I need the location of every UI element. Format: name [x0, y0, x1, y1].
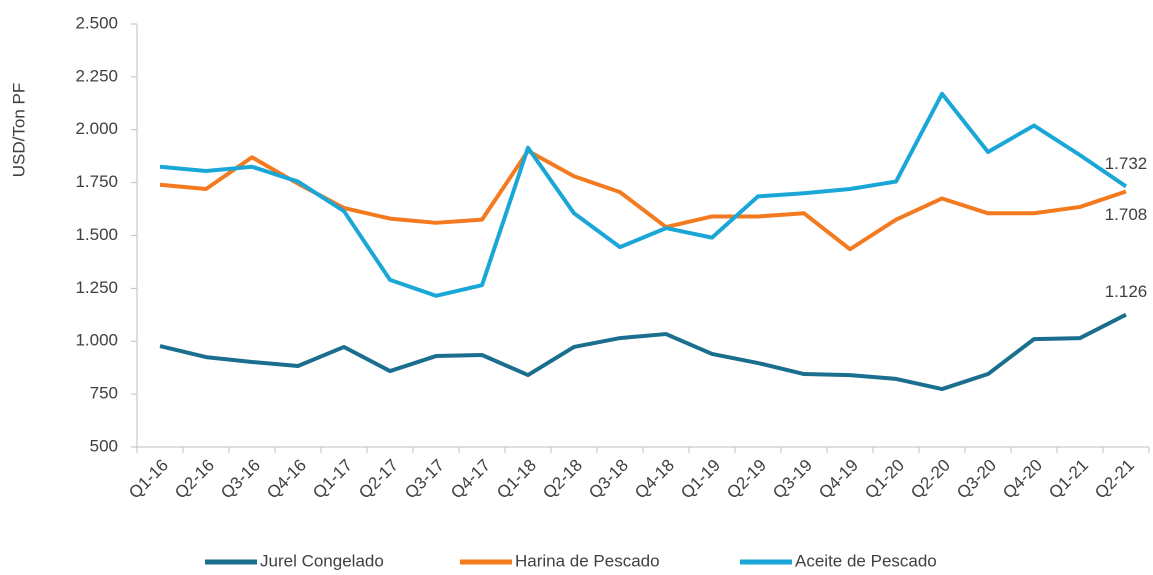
- series-line: [159, 312, 1127, 392]
- y-tick-label: 500: [90, 436, 118, 455]
- y-tick-label: 1.500: [75, 225, 118, 244]
- x-tick-label: Q4-19: [815, 456, 862, 503]
- x-tick-label: Q2-18: [539, 456, 586, 503]
- x-tick-label: Q2-21: [1091, 456, 1138, 503]
- series-line: [159, 91, 1128, 298]
- value-label: 1.732: [1105, 154, 1148, 173]
- x-tick-label: Q1-18: [493, 456, 540, 503]
- x-tick-label: Q1-16: [125, 456, 172, 503]
- x-tick-label: Q3-18: [585, 456, 632, 503]
- y-tick-label: 2.000: [75, 119, 118, 138]
- x-tick-label: Q4-16: [263, 456, 310, 503]
- x-tick-label: Q3-19: [769, 456, 816, 503]
- x-tick-label: Q2-17: [355, 456, 402, 503]
- x-tick-label: Q2-19: [723, 456, 770, 503]
- x-tick-label: Q3-20: [953, 456, 1000, 503]
- x-tick-label: Q2-20: [907, 456, 954, 503]
- x-tick-label: Q3-17: [401, 456, 448, 503]
- x-tick-label: Q1-17: [309, 456, 356, 503]
- value-label: 1.126: [1105, 282, 1148, 301]
- x-tick-label: Q2-16: [171, 456, 218, 503]
- legend-label: Aceite de Pescado: [795, 551, 937, 570]
- y-tick-label: 750: [90, 384, 118, 403]
- y-tick-label: 2.250: [75, 66, 118, 85]
- x-tick-label: Q1-21: [1045, 456, 1092, 503]
- y-tick-label: 2.500: [75, 13, 118, 32]
- y-axis-label: USD/Ton PF: [9, 83, 28, 177]
- legend-label: Harina de Pescado: [515, 551, 660, 570]
- x-tick-label: Q3-16: [217, 456, 264, 503]
- y-tick-label: 1.750: [75, 172, 118, 191]
- y-tick-label: 1.000: [75, 331, 118, 350]
- legend-label: Jurel Congelado: [260, 551, 384, 570]
- value-label: 1.708: [1105, 205, 1148, 224]
- x-tick-label: Q1-19: [677, 456, 724, 503]
- x-tick-label: Q4-20: [999, 456, 1046, 503]
- x-tick-label: Q4-18: [631, 456, 678, 503]
- y-tick-label: 1.250: [75, 278, 118, 297]
- x-tick-label: Q1-20: [861, 456, 908, 503]
- series-line: [159, 148, 1127, 252]
- x-tick-label: Q4-17: [447, 456, 494, 503]
